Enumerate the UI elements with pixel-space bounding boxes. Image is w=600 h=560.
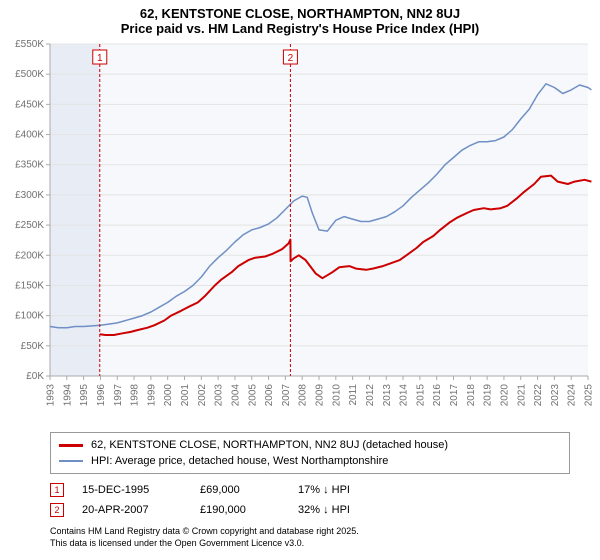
svg-text:2014: 2014 (399, 384, 410, 407)
svg-text:2016: 2016 (432, 384, 443, 407)
svg-text:2025: 2025 (584, 384, 595, 407)
svg-text:£400K: £400K (15, 130, 44, 141)
footer-line-2: This data is licensed under the Open Gov… (50, 538, 570, 550)
svg-text:2013: 2013 (382, 384, 393, 407)
legend: 62, KENTSTONE CLOSE, NORTHAMPTON, NN2 8U… (50, 432, 570, 474)
svg-text:1: 1 (97, 53, 103, 64)
event-date-1: 15-DEC-1995 (82, 484, 182, 496)
svg-text:£550K: £550K (15, 39, 44, 50)
svg-text:£350K: £350K (15, 160, 44, 171)
chart-title-block: 62, KENTSTONE CLOSE, NORTHAMPTON, NN2 8U… (0, 0, 600, 36)
legend-swatch-1 (59, 444, 83, 447)
svg-text:2004: 2004 (230, 384, 241, 407)
svg-text:1996: 1996 (96, 384, 107, 407)
svg-text:2000: 2000 (163, 384, 174, 407)
svg-text:£300K: £300K (15, 190, 44, 201)
event-list: 1 15-DEC-1995 £69,000 17% ↓ HPI 2 20-APR… (50, 480, 570, 520)
line-chart-svg: £0K £50K £100K £150K £200K £250K £300K £350K £40… (0, 36, 600, 426)
legend-row-1: 62, KENTSTONE CLOSE, NORTHAMPTON, NN2 8U… (59, 437, 561, 453)
event-marker-2: 2 (50, 503, 64, 517)
svg-text:2017: 2017 (449, 384, 460, 407)
svg-text:2022: 2022 (533, 384, 544, 407)
svg-text:2005: 2005 (247, 384, 258, 407)
svg-text:2021: 2021 (516, 384, 527, 407)
svg-text:£200K: £200K (15, 250, 44, 261)
svg-text:2009: 2009 (315, 384, 326, 407)
event-pct-1: 17% ↓ HPI (298, 484, 388, 496)
legend-swatch-2 (59, 460, 83, 462)
event-marker-1: 1 (50, 483, 64, 497)
svg-text:2001: 2001 (180, 384, 191, 407)
svg-text:£0K: £0K (26, 371, 44, 382)
svg-text:£50K: £50K (21, 341, 45, 352)
svg-text:£250K: £250K (15, 220, 44, 231)
svg-text:2023: 2023 (550, 384, 561, 407)
svg-text:2011: 2011 (348, 384, 359, 406)
svg-text:2018: 2018 (466, 384, 477, 407)
event-price-1: £69,000 (200, 484, 280, 496)
svg-text:2024: 2024 (567, 384, 578, 407)
svg-text:2015: 2015 (415, 384, 426, 407)
svg-text:1999: 1999 (146, 384, 157, 407)
chart-area: £0K £50K £100K £150K £200K £250K £300K £350K £40… (0, 36, 600, 426)
svg-text:2010: 2010 (331, 384, 342, 407)
event-row-1: 1 15-DEC-1995 £69,000 17% ↓ HPI (50, 480, 570, 500)
svg-text:2006: 2006 (264, 384, 275, 407)
legend-label-2: HPI: Average price, detached house, West… (91, 455, 388, 467)
svg-text:2002: 2002 (197, 384, 208, 407)
svg-text:£150K: £150K (15, 280, 44, 291)
svg-text:2008: 2008 (298, 384, 309, 407)
svg-text:2003: 2003 (214, 384, 225, 407)
svg-text:£100K: £100K (15, 311, 44, 322)
svg-text:1994: 1994 (62, 384, 73, 407)
footer: Contains HM Land Registry data © Crown c… (50, 526, 570, 549)
event-price-2: £190,000 (200, 504, 280, 516)
svg-text:£450K: £450K (15, 99, 44, 110)
svg-text:2020: 2020 (499, 384, 510, 407)
chart-title-2: Price paid vs. HM Land Registry's House … (0, 21, 600, 36)
svg-text:2007: 2007 (281, 384, 292, 407)
legend-label-1: 62, KENTSTONE CLOSE, NORTHAMPTON, NN2 8U… (91, 439, 448, 451)
event-row-2: 2 20-APR-2007 £190,000 32% ↓ HPI (50, 500, 570, 520)
svg-text:1998: 1998 (130, 384, 141, 407)
svg-text:1995: 1995 (79, 384, 90, 407)
svg-text:2012: 2012 (365, 384, 376, 407)
legend-row-2: HPI: Average price, detached house, West… (59, 453, 561, 469)
svg-text:2019: 2019 (483, 384, 494, 407)
chart-title-1: 62, KENTSTONE CLOSE, NORTHAMPTON, NN2 8U… (0, 6, 600, 21)
event-pct-2: 32% ↓ HPI (298, 504, 388, 516)
footer-line-1: Contains HM Land Registry data © Crown c… (50, 526, 570, 538)
event-date-2: 20-APR-2007 (82, 504, 182, 516)
svg-text:1997: 1997 (113, 384, 124, 407)
svg-text:2: 2 (288, 53, 294, 64)
svg-text:£500K: £500K (15, 69, 44, 80)
svg-text:1993: 1993 (46, 384, 57, 407)
